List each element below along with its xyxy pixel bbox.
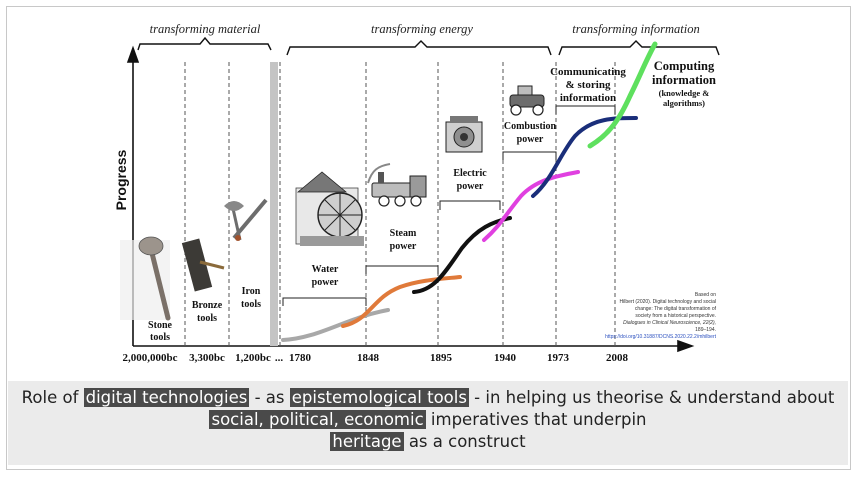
brace-information xyxy=(558,40,720,56)
tick-label: 2,000,000bc xyxy=(123,352,178,364)
tick-label: 3,300bc xyxy=(189,352,225,364)
highlight-social-political-economic: social, political, economic xyxy=(209,410,426,429)
stage-steam-label: Steam power xyxy=(390,228,417,252)
tick-label: 1973 xyxy=(547,352,570,364)
highlight-heritage: heritage xyxy=(330,432,404,451)
combustion-curve xyxy=(482,170,580,242)
iron-weapons-icon xyxy=(224,198,268,241)
tick-label: 1,200bc xyxy=(235,352,271,364)
stage-computing-label: Computing information (knowledge & algorith… xyxy=(652,59,716,108)
citation-line: society from a historical perspective. xyxy=(635,313,716,319)
stage-combustion-label: Combustion power xyxy=(504,121,557,145)
y-axis-label: Progress xyxy=(113,149,129,210)
citation-line: 189–194. xyxy=(695,327,716,333)
tick-label: 1940 xyxy=(494,352,517,364)
stage-electric-label: Electric power xyxy=(453,168,487,192)
highlight-epistemological-tools: epistemological tools xyxy=(289,388,469,407)
stage-communicating-label: Communicating & storing information xyxy=(550,66,626,104)
era-material-label: transforming material xyxy=(150,22,261,36)
era-information-label: transforming information xyxy=(572,22,699,36)
tick-label: 1848 xyxy=(357,352,380,364)
steam-curve xyxy=(341,275,462,328)
stage-water-label: Water power xyxy=(312,264,339,288)
brace-energy xyxy=(286,40,552,56)
bracket-steam xyxy=(365,265,439,274)
electric-curve xyxy=(412,216,512,294)
timeline-break-bar xyxy=(270,62,278,346)
bronze-axe-icon xyxy=(181,238,225,292)
vintage-car-icon xyxy=(509,85,545,116)
citation-line: Dialogues in Clinical Neuroscience, 22(2… xyxy=(623,320,716,326)
stage-iron-label: Iron tools xyxy=(241,286,261,310)
citation-link[interactable]: https://doi.org/10.31887/DCNS.2020.22.2/… xyxy=(605,334,717,340)
electric-engine-icon xyxy=(445,116,483,153)
highlight-digital-technologies: digital technologies xyxy=(83,388,250,407)
water-wheel-icon xyxy=(295,171,364,246)
brace-material xyxy=(137,36,272,51)
tick-label: 2008 xyxy=(606,352,629,364)
citation-line: Based on xyxy=(695,292,716,298)
stage-bronze-label: Bronze tools xyxy=(192,300,223,324)
era-energy-label: transforming energy xyxy=(371,22,473,36)
bracket-combustion xyxy=(502,151,557,160)
steam-locomotive-icon xyxy=(367,163,427,207)
water-curve xyxy=(281,308,390,342)
bracket-electric xyxy=(439,200,501,210)
y-axis-arrow xyxy=(126,45,140,63)
tick-label: 1895 xyxy=(430,352,453,364)
x-axis-arrow xyxy=(677,339,695,353)
progress-diagram: transforming material transforming energ… xyxy=(113,22,720,364)
bracket-water xyxy=(282,297,367,306)
stage-stone-label: Stone tools xyxy=(148,320,172,343)
caption-text: Role of digital technologies - as episte… xyxy=(21,388,835,451)
citation-line: Hilbert (2020). Digital technology and s… xyxy=(620,299,716,305)
tick-label: ... xyxy=(275,352,284,364)
stone-axe-icon xyxy=(120,236,171,321)
citation-line: change: The digital transformation of xyxy=(635,306,717,312)
tick-label: 1780 xyxy=(289,352,312,364)
bracket-communicating xyxy=(555,105,616,114)
computing-curve xyxy=(587,41,658,149)
